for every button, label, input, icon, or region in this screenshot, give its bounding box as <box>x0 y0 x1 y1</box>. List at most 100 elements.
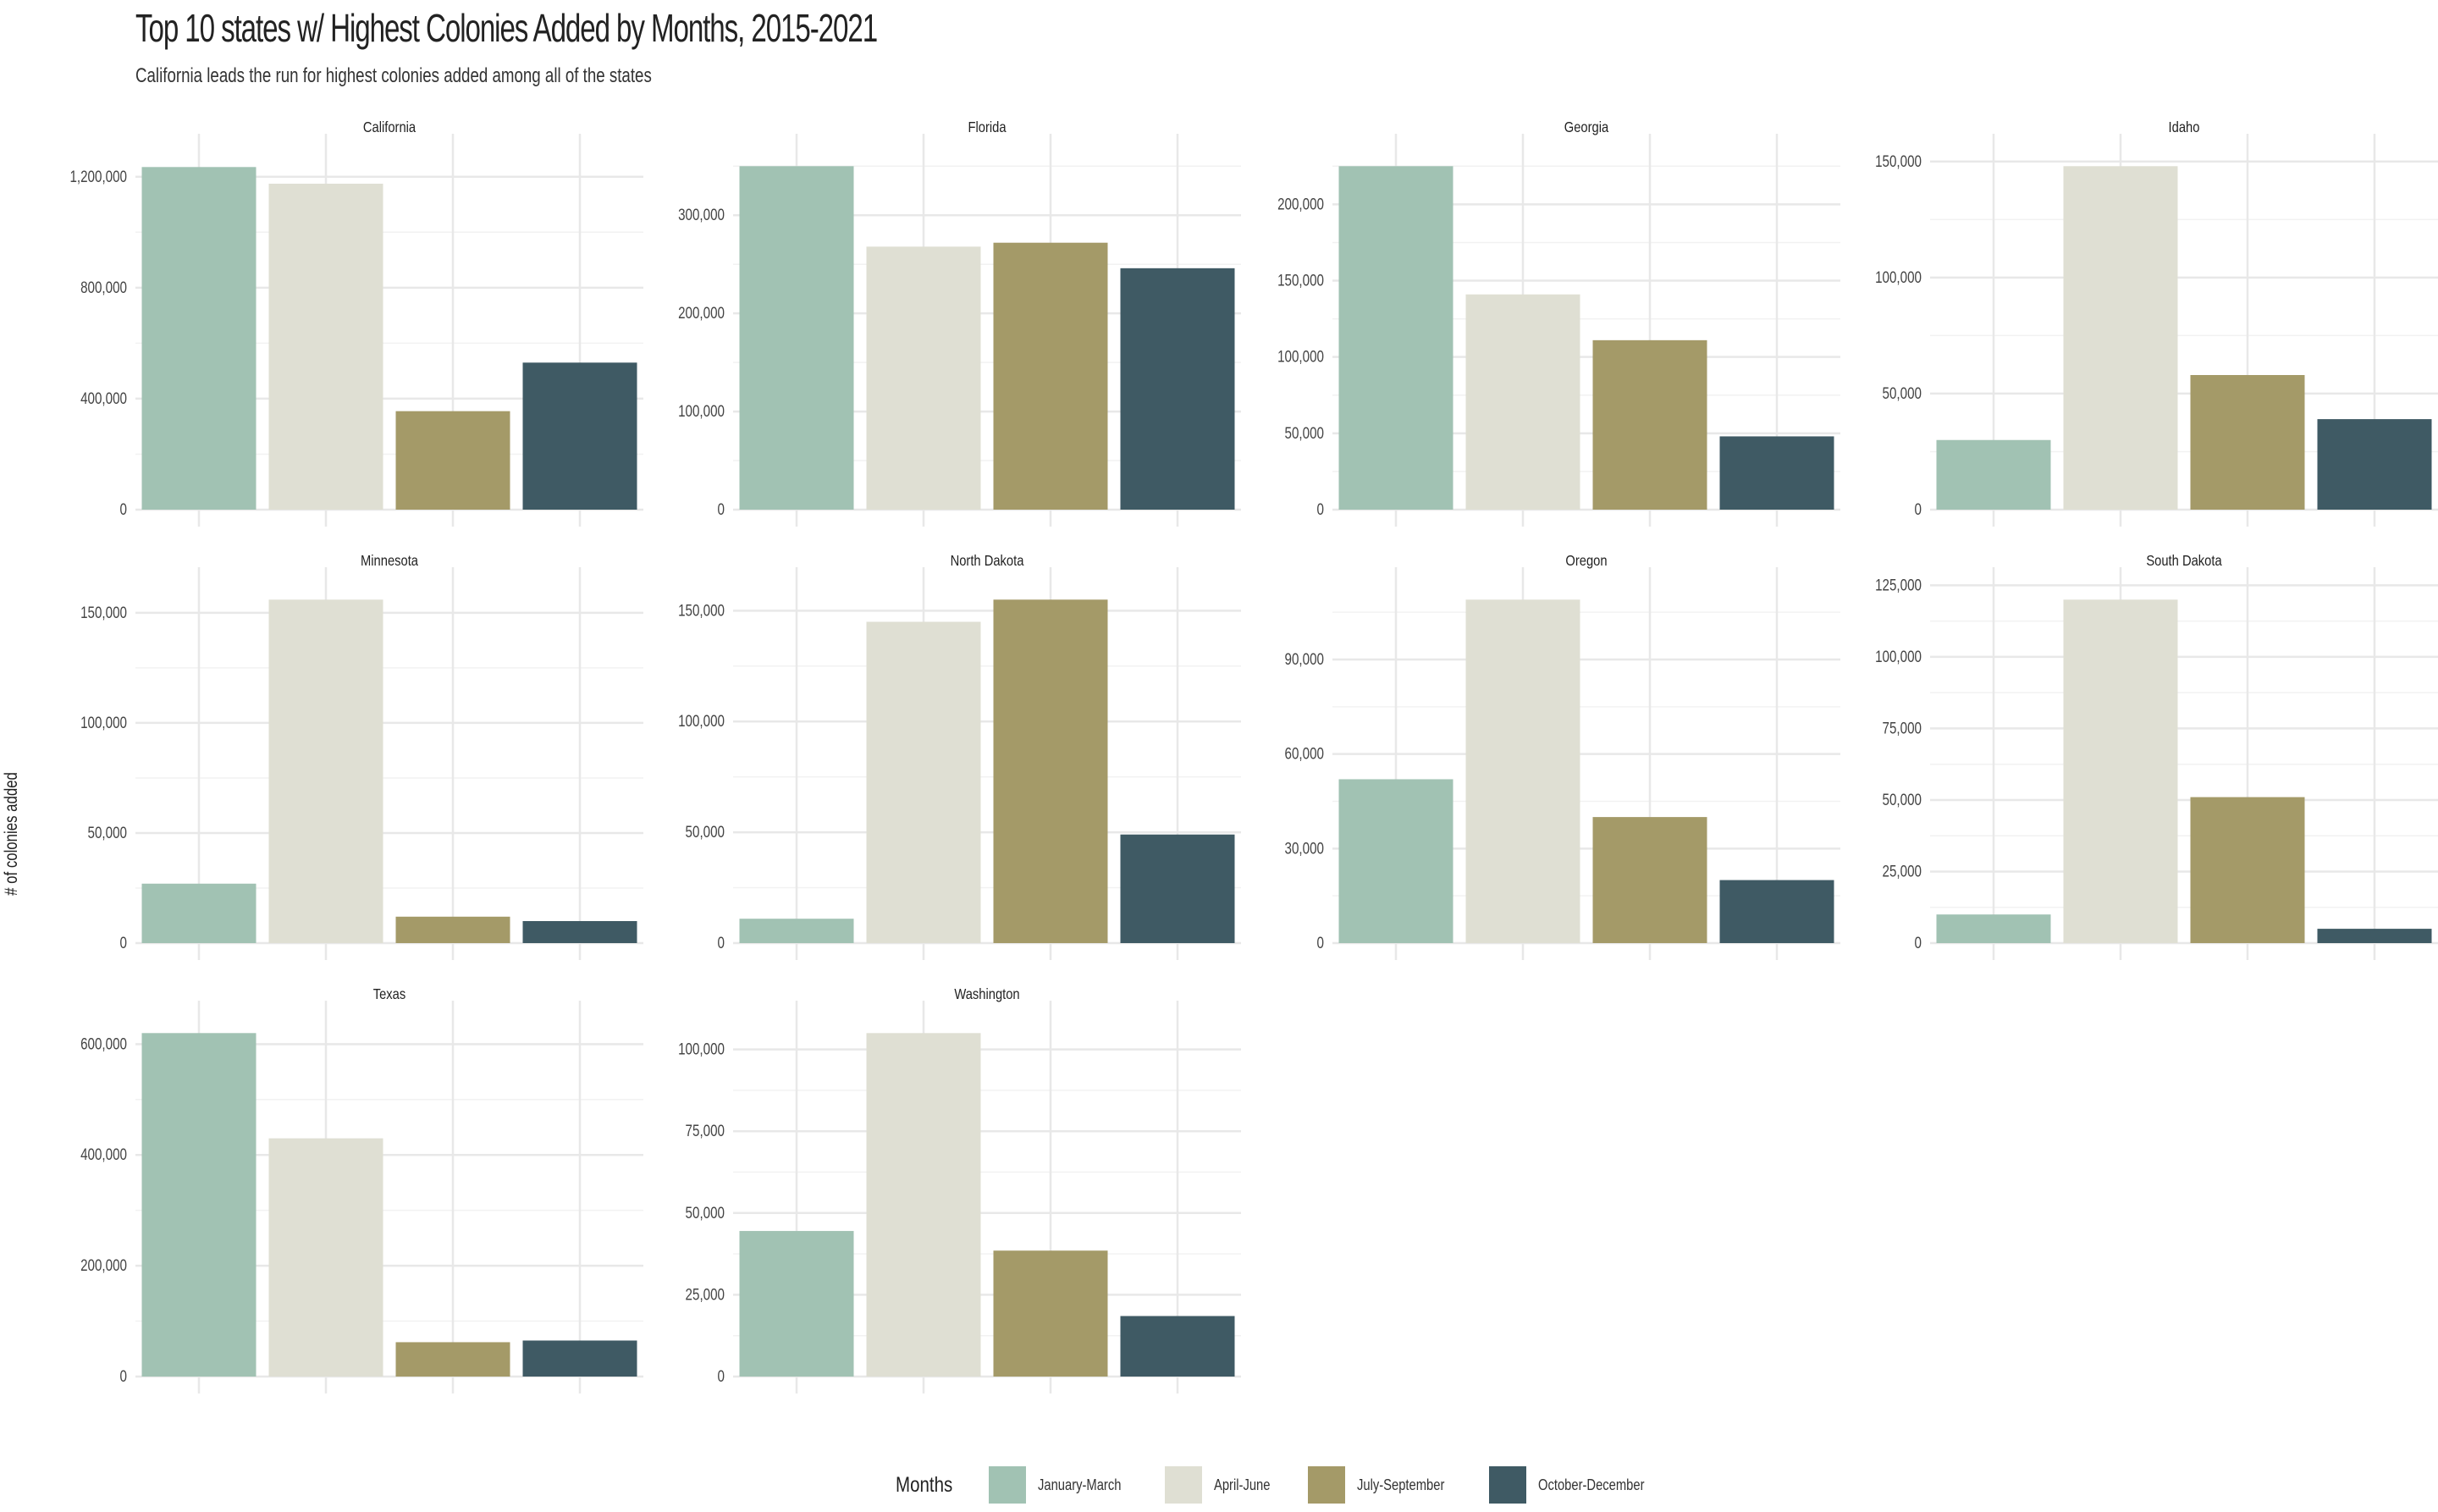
y-tick-label: 300,000 <box>678 206 725 224</box>
y-tick-label: 50,000 <box>686 822 725 841</box>
y-tick-label: 150,000 <box>1277 271 1324 290</box>
legend-swatch-july-september <box>1308 1466 1346 1504</box>
y-tick-label: 0 <box>718 499 725 518</box>
bar-california-october-december <box>522 362 637 510</box>
y-tick-label: 50,000 <box>1883 384 1922 402</box>
y-tick-label: 100,000 <box>678 1040 725 1058</box>
bar-california-january-march <box>141 167 256 510</box>
y-tick-label: 50,000 <box>88 823 127 842</box>
y-tick-label: 100,000 <box>678 401 725 420</box>
facet-title: Idaho <box>2169 119 2200 136</box>
bar-texas-january-march <box>141 1033 256 1377</box>
legend-item-april-june: April-June <box>1165 1466 1282 1504</box>
y-tick-label: 150,000 <box>1875 152 1922 170</box>
bar-washington-january-march <box>739 1231 854 1377</box>
bar-florida-october-december <box>1120 268 1235 510</box>
y-tick-label: 75,000 <box>686 1122 725 1140</box>
y-tick-label: 150,000 <box>80 603 127 621</box>
chart-title: Top 10 states w/ Highest Colonies Added … <box>135 6 878 50</box>
bar-north-dakota-july-september <box>993 599 1108 943</box>
facet-florida: Florida 0 100,000 200,000 300,000 <box>678 119 1241 527</box>
y-tick-label: 200,000 <box>80 1255 127 1274</box>
bar-georgia-july-september <box>1592 339 1707 510</box>
facet-minnesota: Minnesota 0 50,000 100,000 150,000 <box>80 553 643 960</box>
bar-south-dakota-july-september <box>2190 797 2305 943</box>
y-tick-label: 800,000 <box>80 278 127 296</box>
y-tick-label: 0 <box>1915 499 1922 518</box>
y-tick-label: 100,000 <box>678 712 725 731</box>
facet-georgia: Georgia 0 50,000 100,000 150,000 200,000 <box>1277 119 1840 527</box>
y-tick-label: 400,000 <box>80 389 127 407</box>
legend-label-july-september: July-September <box>1357 1476 1445 1493</box>
faceted-bar-chart: California 0 400,000 800,000 1,200,000 Florid… <box>69 119 2438 1393</box>
legend-swatch-january-march <box>988 1466 1026 1504</box>
bar-oregon-april-june <box>1465 599 1580 943</box>
y-tick-label: 200,000 <box>1277 195 1324 213</box>
chart-subtitle: California leads the run for highest col… <box>135 64 652 87</box>
y-tick-label: 25,000 <box>686 1285 725 1304</box>
bar-oregon-july-september <box>1592 817 1707 943</box>
facet-north-dakota: North Dakota 0 50,000 100,000 150,000 <box>678 553 1241 960</box>
bar-georgia-january-march <box>1338 166 1453 510</box>
y-tick-label: 200,000 <box>678 303 725 322</box>
y-tick-label: 0 <box>120 933 127 952</box>
bar-idaho-january-march <box>1936 439 2051 510</box>
y-tick-label: 100,000 <box>1875 647 1922 665</box>
y-tick-label: 0 <box>1317 933 1324 952</box>
y-tick-label: 600,000 <box>80 1035 127 1053</box>
bar-florida-january-march <box>739 166 854 510</box>
y-tick-label: 100,000 <box>1875 268 1922 286</box>
facet-title: Georgia <box>1564 119 1609 136</box>
y-tick-label: 0 <box>120 499 127 518</box>
facet-title: South Dakota <box>2146 553 2222 570</box>
bar-washington-october-december <box>1120 1316 1235 1377</box>
bar-minnesota-july-september <box>395 916 510 943</box>
bar-california-april-june <box>268 183 383 510</box>
bar-california-july-september <box>395 411 510 510</box>
bar-texas-july-september <box>395 1342 510 1377</box>
bar-south-dakota-january-march <box>1936 914 2051 943</box>
y-tick-label: 50,000 <box>1883 790 1922 808</box>
y-tick-label: 50,000 <box>686 1203 725 1222</box>
y-tick-label: 75,000 <box>1883 719 1922 737</box>
legend-label-january-march: January-March <box>1037 1476 1122 1493</box>
facet-title: North Dakota <box>951 553 1025 570</box>
bar-oregon-october-december <box>1719 880 1834 943</box>
bar-florida-july-september <box>993 242 1108 510</box>
facet-title: Oregon <box>1565 553 1607 570</box>
facet-idaho: Idaho 0 50,000 100,000 150,000 <box>1875 119 2438 527</box>
legend-title: Months <box>896 1472 953 1497</box>
legend-item-january-march: January-March <box>988 1466 1139 1504</box>
facet-title: Texas <box>373 986 406 1003</box>
bar-south-dakota-april-june <box>2063 599 2178 943</box>
bar-south-dakota-october-december <box>2317 929 2432 943</box>
y-tick-label: 0 <box>718 933 725 952</box>
facet-title: Minnesota <box>361 553 419 570</box>
y-tick-label: 50,000 <box>1285 423 1324 442</box>
bar-idaho-april-june <box>2063 166 2178 510</box>
legend-item-july-september: July-September <box>1308 1466 1464 1504</box>
bar-minnesota-april-june <box>268 599 383 943</box>
y-tick-label: 1,200,000 <box>69 167 127 185</box>
bar-north-dakota-january-march <box>739 919 854 943</box>
y-tick-label: 90,000 <box>1285 649 1324 668</box>
bar-georgia-october-december <box>1719 436 1834 510</box>
bar-north-dakota-april-june <box>866 621 981 943</box>
facet-title: Washington <box>954 986 1019 1003</box>
y-tick-label: 0 <box>718 1366 725 1385</box>
facet-title: California <box>363 119 416 136</box>
facet-california: California 0 400,000 800,000 1,200,000 <box>69 119 643 527</box>
y-tick-label: 0 <box>120 1366 127 1385</box>
legend-swatch-october-december <box>1489 1466 1527 1504</box>
facet-south-dakota: South Dakota 0 25,000 50,000 75,000 100,000 12… <box>1875 553 2438 960</box>
bar-idaho-october-december <box>2317 419 2432 510</box>
bar-texas-october-december <box>522 1340 637 1377</box>
facet-texas: Texas 0 200,000 400,000 600,000 <box>80 986 643 1393</box>
y-tick-label: 0 <box>1317 499 1324 518</box>
bar-washington-april-june <box>866 1033 981 1377</box>
legend-label-april-june: April-June <box>1214 1476 1271 1493</box>
bar-oregon-january-march <box>1338 779 1453 943</box>
bar-florida-april-june <box>866 246 981 510</box>
y-tick-label: 100,000 <box>1277 347 1324 366</box>
bar-minnesota-january-march <box>141 883 256 943</box>
